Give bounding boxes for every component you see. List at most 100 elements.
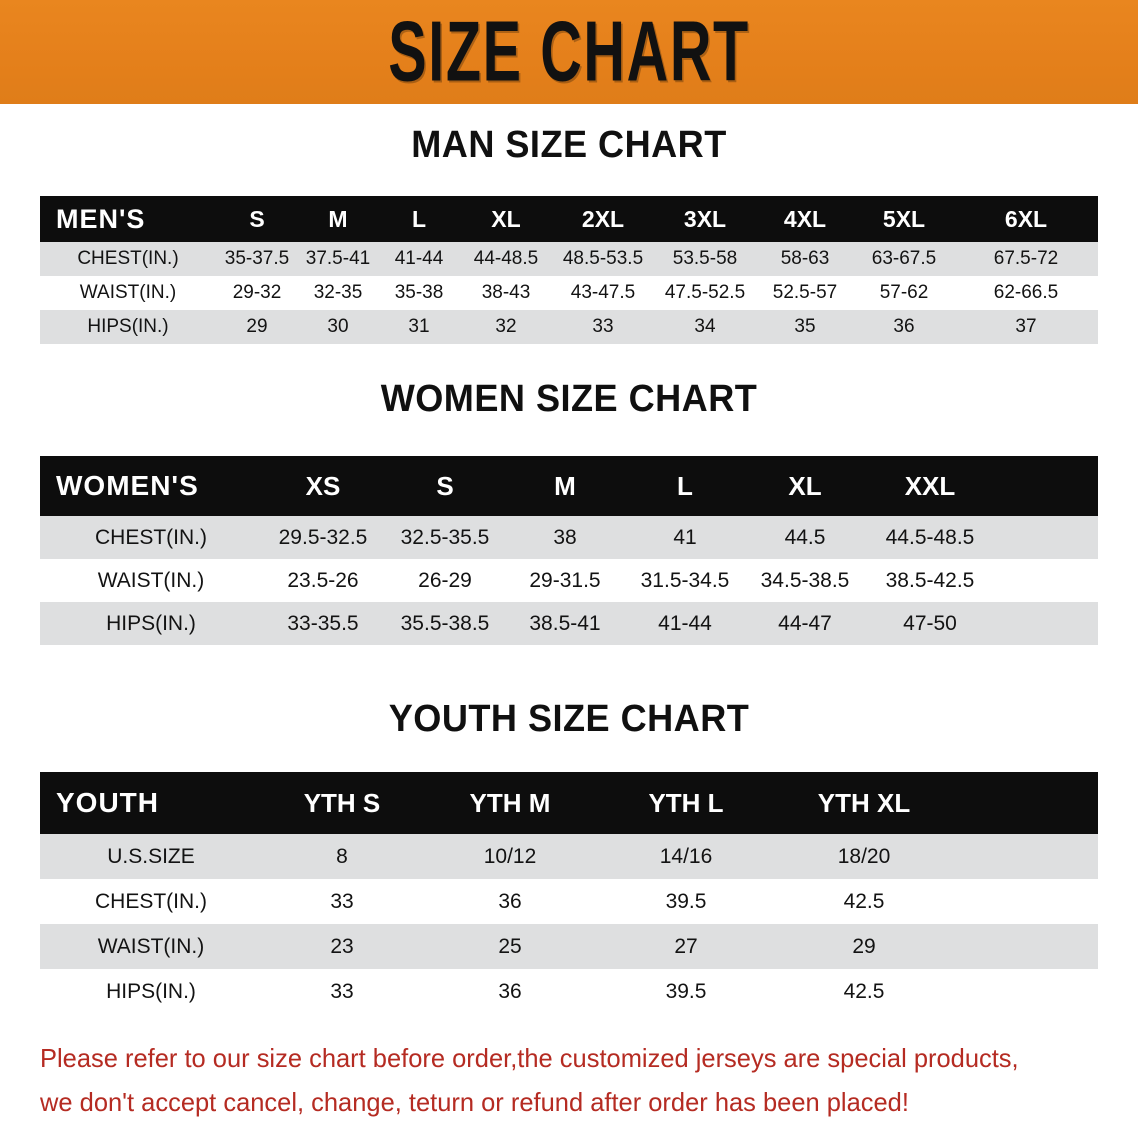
section-title-man: MAN SIZE CHART [411, 124, 727, 166]
table-row: WAIST(IN.) 29-32 32-35 35-38 38-43 43-47… [40, 276, 1098, 310]
cell: 32-35 [313, 282, 363, 303]
cell: 26-29 [418, 568, 472, 592]
row-label: WAIST(IN.) [97, 934, 205, 958]
cell: 23.5-26 [287, 568, 359, 592]
youth-corner-label: YOUTH [56, 787, 159, 818]
men-col-header: M [328, 205, 348, 232]
table-row: CHEST(IN.) 35-37.5 37.5-41 41-44 44-48.5… [40, 242, 1098, 276]
women-col-header: XS [305, 470, 341, 501]
cell: 29.5-32.5 [278, 525, 368, 549]
cell: 38.5-42.5 [885, 568, 975, 592]
disclaimer-line-1: Please refer to our size chart before or… [40, 1043, 1019, 1073]
cell: 39.5 [665, 889, 707, 913]
cell: 57-62 [879, 282, 929, 303]
cell: 35-37.5 [224, 248, 290, 269]
table-row: HIPS(IN.) 33 36 39.5 42.5 [40, 969, 1098, 1014]
cell: 41 [673, 525, 697, 549]
women-corner-label: WOMEN'S [56, 470, 199, 501]
table-row: HIPS(IN.) 33-35.5 35.5-38.5 38.5-41 41-4… [40, 602, 1098, 645]
row-label: HIPS(IN.) [106, 979, 196, 1003]
table-row: HIPS(IN.) 29 30 31 32 33 34 35 36 37 [40, 310, 1098, 344]
cell: 37 [1015, 316, 1037, 337]
table-row: U.S.SIZE 8 10/12 14/16 18/20 [40, 834, 1098, 879]
cell: 44.5 [784, 525, 826, 549]
row-label: CHEST(IN.) [77, 248, 179, 269]
cell: 35 [794, 316, 816, 337]
men-col-header: 2XL [581, 205, 625, 232]
section-title-women: WOMEN SIZE CHART [380, 378, 758, 420]
cell: 23 [330, 934, 354, 958]
cell: 42.5 [843, 889, 885, 913]
cell: 33-35.5 [287, 611, 359, 635]
men-col-header: 4XL [783, 205, 827, 232]
cell: 29-31.5 [529, 568, 601, 592]
cell: 35.5-38.5 [400, 611, 490, 635]
disclaimer-text: Please refer to our size chart before or… [40, 1036, 1079, 1124]
women-col-header: XL [788, 470, 822, 501]
men-col-header: XL [491, 205, 521, 232]
cell: 43-47.5 [570, 282, 636, 303]
cell: 38 [553, 525, 577, 549]
women-header-row: WOMEN'S XS S M L XL XXL [40, 456, 1098, 516]
cell-pad [996, 516, 1098, 559]
cell-pad [954, 834, 1098, 879]
cell: 34.5-38.5 [760, 568, 850, 592]
cell: 31.5-34.5 [640, 568, 730, 592]
cell: 25 [498, 934, 522, 958]
cell: 62-66.5 [993, 282, 1059, 303]
women-col-header: XXL [904, 470, 956, 501]
cell: 37.5-41 [305, 248, 371, 269]
cell: 33 [592, 316, 614, 337]
women-col-header: L [677, 470, 693, 501]
cell: 41-44 [658, 611, 712, 635]
youth-size-table: YOUTH YTH S YTH M YTH L YTH XL U.S.SIZE … [40, 772, 1098, 1014]
cell: 32 [495, 316, 517, 337]
men-header-row: MEN'S S M L XL 2XL 3XL 4XL 5XL 6XL [40, 196, 1098, 242]
section-title-youth: YOUTH SIZE CHART [388, 698, 750, 740]
cell-pad [954, 924, 1098, 969]
cell-pad [954, 879, 1098, 924]
cell: 34 [694, 316, 716, 337]
cell: 44-48.5 [473, 248, 539, 269]
table-row: CHEST(IN.) 29.5-32.5 32.5-35.5 38 41 44.… [40, 516, 1098, 559]
cell: 33 [330, 889, 354, 913]
men-corner-label: MEN'S [56, 203, 146, 234]
women-col-header: S [436, 470, 454, 501]
cell: 44.5-48.5 [885, 525, 975, 549]
row-label: WAIST(IN.) [97, 568, 205, 592]
women-header-pad [996, 456, 1098, 516]
cell: 47.5-52.5 [664, 282, 746, 303]
women-col-header: M [554, 470, 576, 501]
cell: 36 [498, 889, 522, 913]
cell: 39.5 [665, 979, 707, 1003]
cell: 48.5-53.5 [562, 248, 644, 269]
cell: 63-67.5 [871, 248, 937, 269]
cell-pad [996, 559, 1098, 602]
table-row: WAIST(IN.) 23 25 27 29 [40, 924, 1098, 969]
youth-col-header: YTH M [469, 787, 551, 818]
cell: 58-63 [780, 248, 830, 269]
cell-pad [954, 969, 1098, 1014]
cell: 30 [327, 316, 349, 337]
table-row: WAIST(IN.) 23.5-26 26-29 29-31.5 31.5-34… [40, 559, 1098, 602]
cell: 38-43 [481, 282, 531, 303]
youth-col-header: YTH S [303, 787, 381, 818]
cell: 10/12 [483, 844, 537, 868]
row-label: HIPS(IN.) [87, 316, 169, 337]
page-title: SIZE CHART [388, 4, 750, 100]
youth-col-header: YTH XL [817, 787, 911, 818]
cell: 29-32 [232, 282, 282, 303]
cell: 36 [498, 979, 522, 1003]
men-col-header: 6XL [1004, 205, 1048, 232]
cell: 33 [330, 979, 354, 1003]
cell: 67.5-72 [993, 248, 1059, 269]
youth-header-pad [954, 772, 1098, 834]
men-size-table: MEN'S S M L XL 2XL 3XL 4XL 5XL 6XL CHEST… [40, 196, 1098, 344]
cell: 53.5-58 [672, 248, 738, 269]
cell: 29 [246, 316, 268, 337]
cell: 38.5-41 [529, 611, 601, 635]
youth-col-header: YTH L [648, 787, 724, 818]
cell: 32.5-35.5 [400, 525, 490, 549]
cell: 8 [336, 844, 348, 868]
